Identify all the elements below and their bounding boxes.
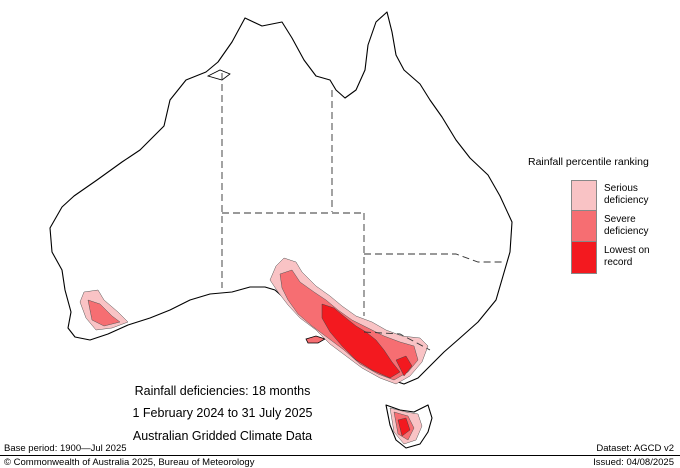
- kangaroo-island: [305, 335, 326, 344]
- state-borders: [221, 73, 502, 351]
- border-vic-nsw: [363, 331, 431, 351]
- region-lowest-on-record: [321, 303, 401, 379]
- legend-label-lowest: Lowest on record: [604, 245, 650, 268]
- map-source: Australian Gridded Climate Data: [132, 429, 313, 443]
- deficiency-regions: [79, 257, 429, 445]
- melville-island: [206, 69, 231, 81]
- legend-title: Rainfall percentile ranking: [528, 156, 649, 168]
- map-title: Rainfall deficiencies: 18 months: [134, 384, 311, 398]
- map-period: 1 February 2024 to 31 July 2025: [132, 406, 313, 420]
- base-period: Base period: 1900—Jul 2025: [4, 443, 127, 454]
- legend-swatch-serious: [571, 180, 597, 211]
- footer-divider: [0, 455, 680, 456]
- australia-mainland: [49, 11, 513, 385]
- legend-label-serious: Serious deficiency: [604, 183, 649, 206]
- copyright: © Commonwealth of Australia 2025, Bureau…: [4, 457, 255, 468]
- border-qld-nsw: [364, 253, 502, 263]
- legend-label-severe: Severe deficiency: [604, 214, 649, 237]
- dataset-label: Dataset: AGCD v2: [596, 443, 674, 454]
- region-lowest-on-record-tas: [397, 417, 411, 437]
- region-lowest-on-record-2: [395, 355, 413, 377]
- legend-swatch-severe: [571, 210, 597, 242]
- region-severe-deficiency-wa: [87, 299, 121, 327]
- issued-date: Issued: 04/08/2025: [593, 457, 674, 468]
- legend-swatch-lowest: [571, 241, 597, 274]
